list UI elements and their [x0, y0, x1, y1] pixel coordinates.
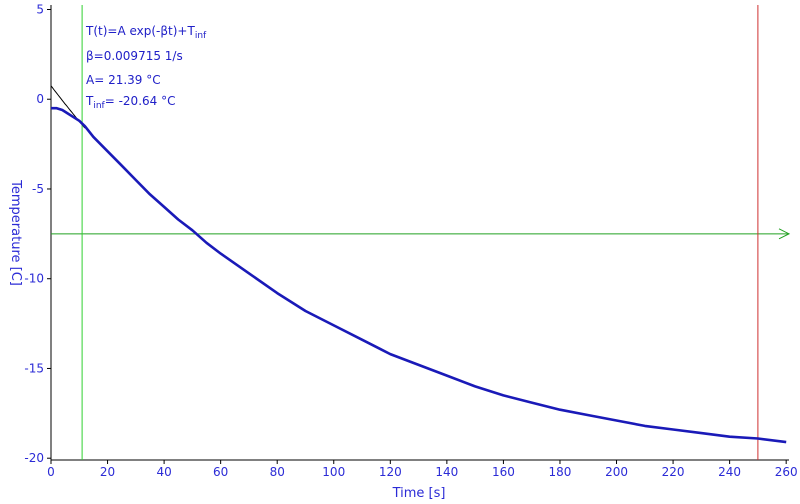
- x-axis-title: Time [s]: [392, 486, 446, 501]
- x-tick-label: 20: [100, 465, 115, 479]
- axes: 0 20 40 60 80 100 120 140 160 180 200 220 240 260 5 0 -5…: [24, 2, 797, 479]
- y-tick-label: -5: [32, 182, 44, 196]
- x-tick-label: 220: [662, 465, 685, 479]
- x-tick-label: 60: [213, 465, 228, 479]
- y-tick-label: -15: [24, 361, 44, 375]
- y-tick-label: -10: [24, 272, 44, 286]
- fit-tinf-value: = -20.64 °C: [105, 94, 176, 108]
- fit-tinf-main: T: [85, 94, 94, 108]
- fit-tinf-label: Tinf= -20.64 °C: [85, 94, 175, 111]
- cursor-lines[interactable]: [51, 5, 791, 460]
- y-axis-title: Temperature [C]: [8, 179, 23, 286]
- data-series: [51, 106, 787, 444]
- x-tick-label: 40: [156, 465, 171, 479]
- horizontal-cursor-arrow-icon[interactable]: [778, 228, 791, 240]
- x-tick-label: 240: [718, 465, 741, 479]
- fit-beta-label: β=0.009715 1/s: [86, 49, 183, 63]
- x-tick-label: 200: [605, 465, 628, 479]
- fit-model-sub: inf: [195, 31, 207, 41]
- y-tick-label: 0: [36, 92, 44, 106]
- x-tick-label: 140: [435, 465, 458, 479]
- fit-model-label: T(t)=A exp(-βt)+Tinf: [85, 24, 207, 41]
- y-tick-label: -20: [24, 451, 44, 465]
- x-tick-label: 260: [775, 465, 798, 479]
- y-tick-label: 5: [36, 2, 44, 16]
- x-tick-label: 120: [379, 465, 402, 479]
- x-tick-label: 160: [492, 465, 515, 479]
- x-tick-label: 0: [47, 465, 55, 479]
- temperature-series-line: [51, 106, 787, 444]
- fit-tinf-sub: inf: [93, 101, 105, 111]
- x-tick-label: 100: [322, 465, 345, 479]
- x-tick-label: 80: [270, 465, 285, 479]
- fit-a-label: A= 21.39 °C: [86, 73, 161, 87]
- fit-annotation: T(t)=A exp(-βt)+Tinf β=0.009715 1/s A= 2…: [85, 24, 207, 111]
- x-tick-label: 180: [549, 465, 572, 479]
- fit-model-main: T(t)=A exp(-βt)+T: [85, 24, 195, 38]
